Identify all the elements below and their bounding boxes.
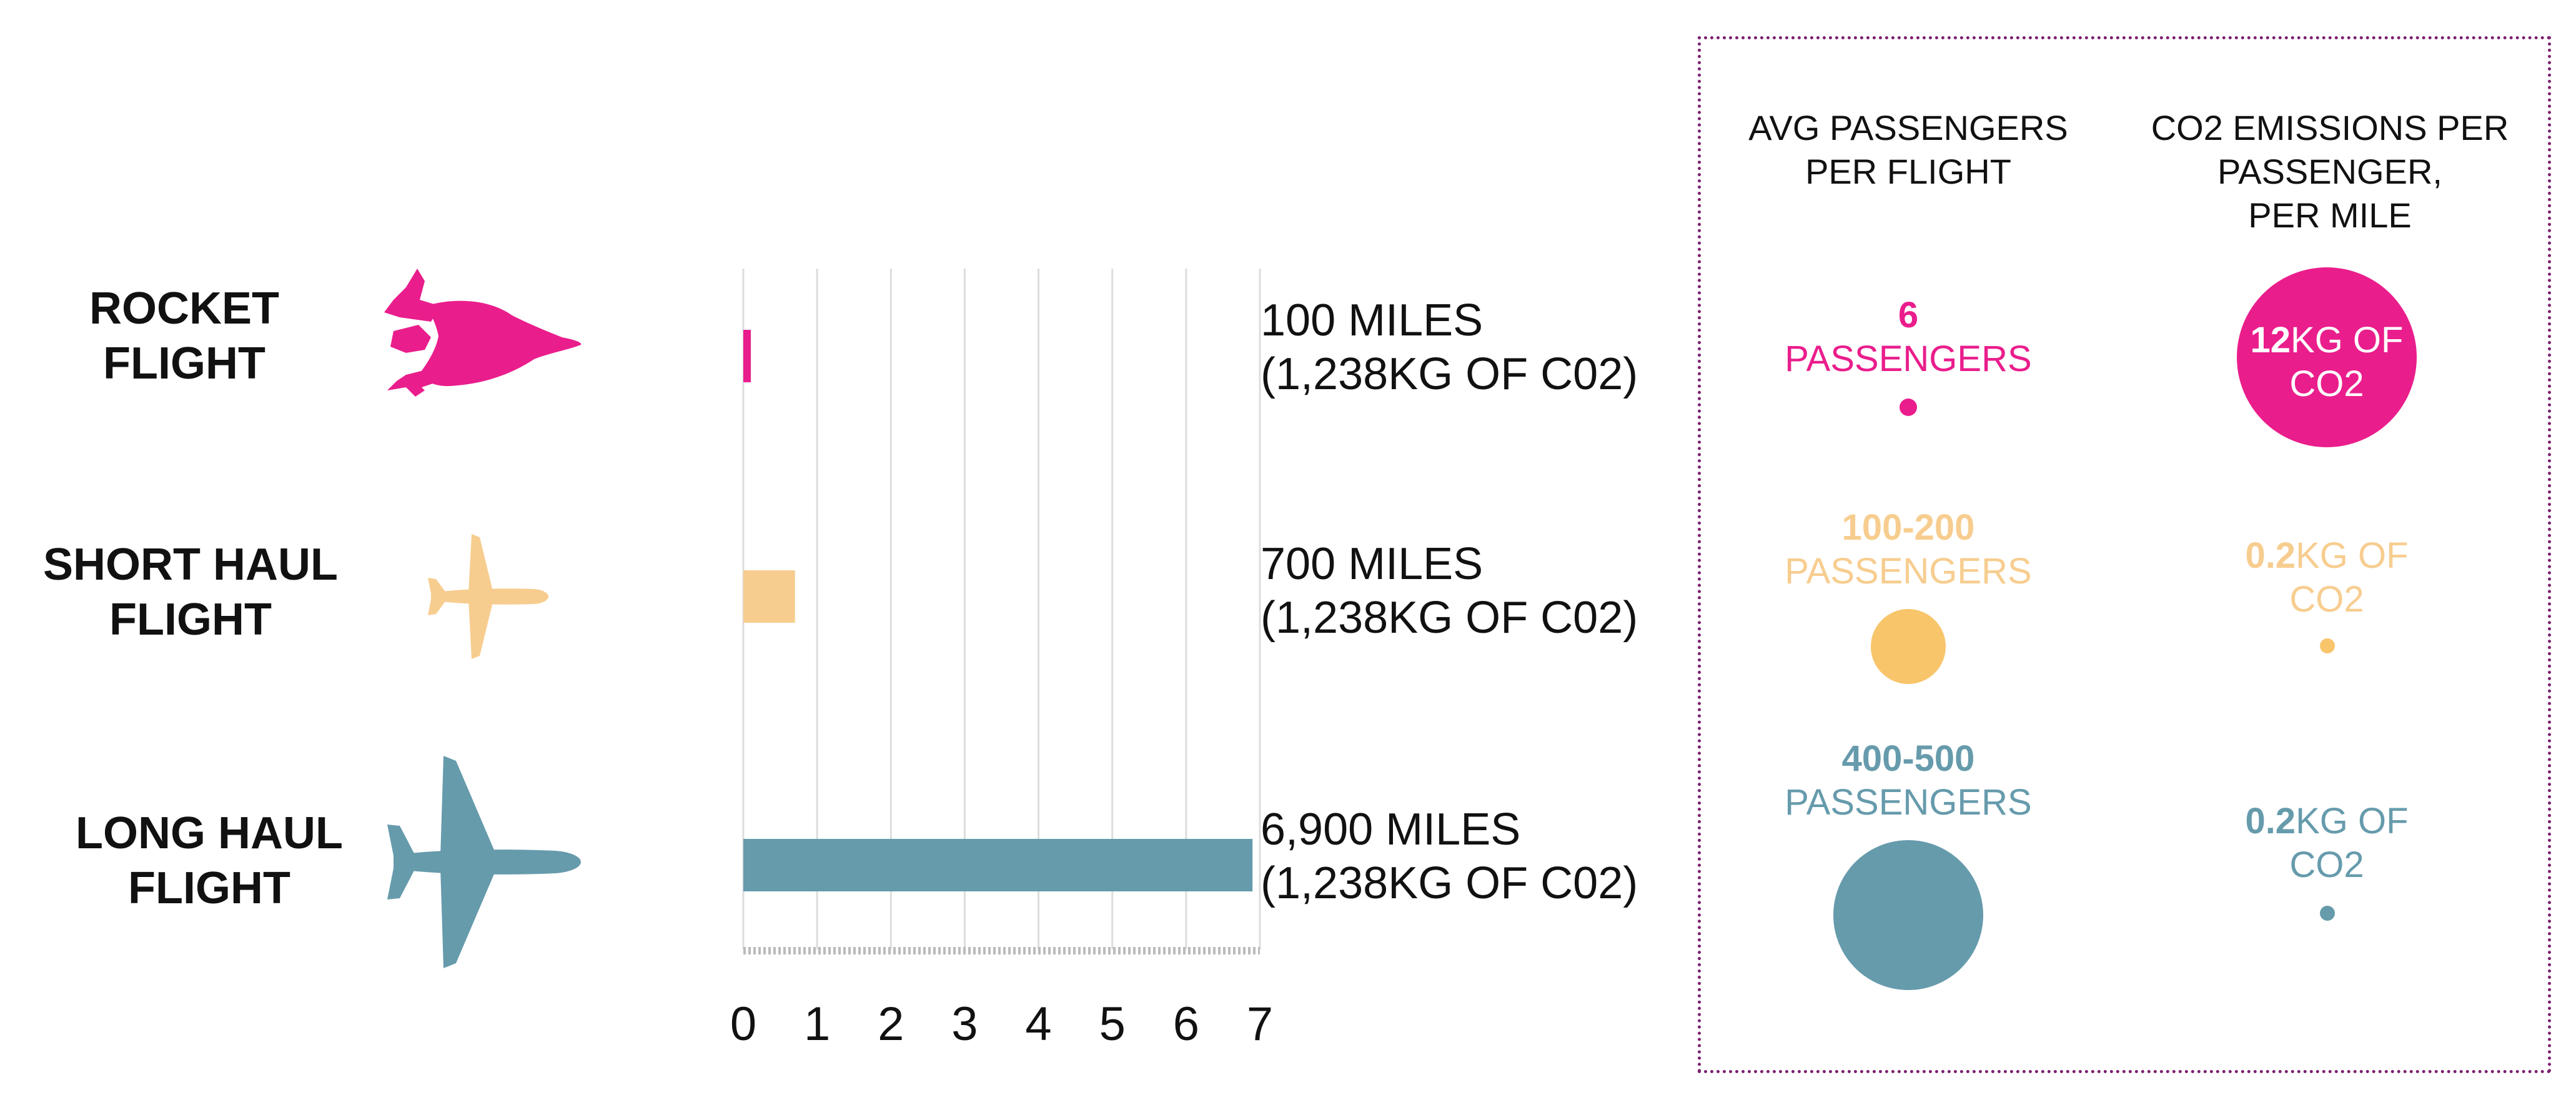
x-tick-label: 5 [1099,998,1126,1051]
x-tick-label: 1 [804,998,830,1051]
passengers-stat-long-haul: 400-500 PASSENGERS [1785,738,2032,823]
bar-long-haul [743,839,1253,891]
co2-dot-long-haul [2320,906,2335,921]
legend-panel [1698,36,2551,1073]
long-haul-airplane-icon [387,756,581,968]
co2-dot-short-haul [2320,638,2335,653]
row-label-short-haul: SHORT HAUL FLIGHT [43,540,338,645]
co2-stat-long-haul: 0.2KG OF CO2 [2245,801,2409,885]
x-tick-label: 0 [730,998,756,1051]
distance-label-long-haul: 6,900 MILES (1,238KG OF C02) [1261,805,1638,908]
short-haul-airplane-icon [428,534,548,659]
x-tick-label: 4 [1025,998,1051,1051]
distance-label-short-haul: 700 MILES (1,238KG OF C02) [1261,539,1638,643]
passengers-dot-long-haul [1833,840,1983,990]
passengers-stat-short-haul: 100-200 PASSENGERS [1785,507,2032,592]
x-tick-label: 3 [951,998,978,1051]
x-tick-label: 7 [1247,998,1273,1051]
passengers-dot-rocket [1900,399,1917,416]
co2-stat-rocket: 12KG OF CO2 [2250,320,2404,404]
co2-stat-short-haul: 0.2KG OF CO2 [2245,535,2409,620]
distance-label-rocket: 100 MILES (1,238KG OF C02) [1261,295,1638,399]
passengers-column-header: AVG PASSENGERS PER FLIGHT [1748,108,2068,191]
co2-circle-rocket [2237,267,2417,447]
rocket-icon [384,269,582,397]
row-label-rocket: ROCKET FLIGHT [89,284,279,389]
bar-short-haul [743,570,795,623]
bar-rocket [743,330,751,382]
passengers-dot-short-haul [1871,609,1946,684]
co2-column-header: CO2 EMISSIONS PER PASSENGER, PER MILE [2151,108,2509,235]
passengers-stat-rocket: 6 PASSENGERS [1785,295,2032,379]
row-label-long-haul: LONG HAUL FLIGHT [76,808,343,913]
x-tick-label: 2 [878,998,904,1051]
x-tick-label: 6 [1173,998,1199,1051]
